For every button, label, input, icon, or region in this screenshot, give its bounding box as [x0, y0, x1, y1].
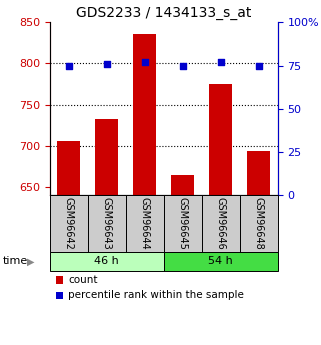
Text: 46 h: 46 h: [94, 256, 119, 266]
Point: [66, 63, 71, 68]
Bar: [95, 119, 118, 195]
Point: [218, 59, 223, 65]
Text: ▶: ▶: [27, 256, 35, 266]
Bar: [57, 141, 80, 195]
Text: GSM96642: GSM96642: [64, 197, 74, 250]
Point: [142, 59, 147, 65]
Text: GSM96645: GSM96645: [178, 197, 188, 250]
Text: GSM96646: GSM96646: [216, 197, 226, 250]
Text: time: time: [3, 256, 29, 266]
Title: GDS2233 / 1434133_s_at: GDS2233 / 1434133_s_at: [76, 6, 251, 20]
Text: percentile rank within the sample: percentile rank within the sample: [68, 290, 244, 300]
Text: count: count: [68, 275, 98, 285]
Bar: [171, 175, 194, 195]
Point: [104, 61, 109, 67]
Bar: [247, 150, 270, 195]
Text: 54 h: 54 h: [208, 256, 233, 266]
Bar: [133, 34, 156, 195]
Point: [256, 63, 261, 68]
Point: [180, 63, 185, 68]
Text: GSM96648: GSM96648: [254, 197, 264, 250]
Text: GSM96644: GSM96644: [140, 197, 150, 250]
Bar: [209, 84, 232, 195]
Text: GSM96643: GSM96643: [102, 197, 112, 250]
